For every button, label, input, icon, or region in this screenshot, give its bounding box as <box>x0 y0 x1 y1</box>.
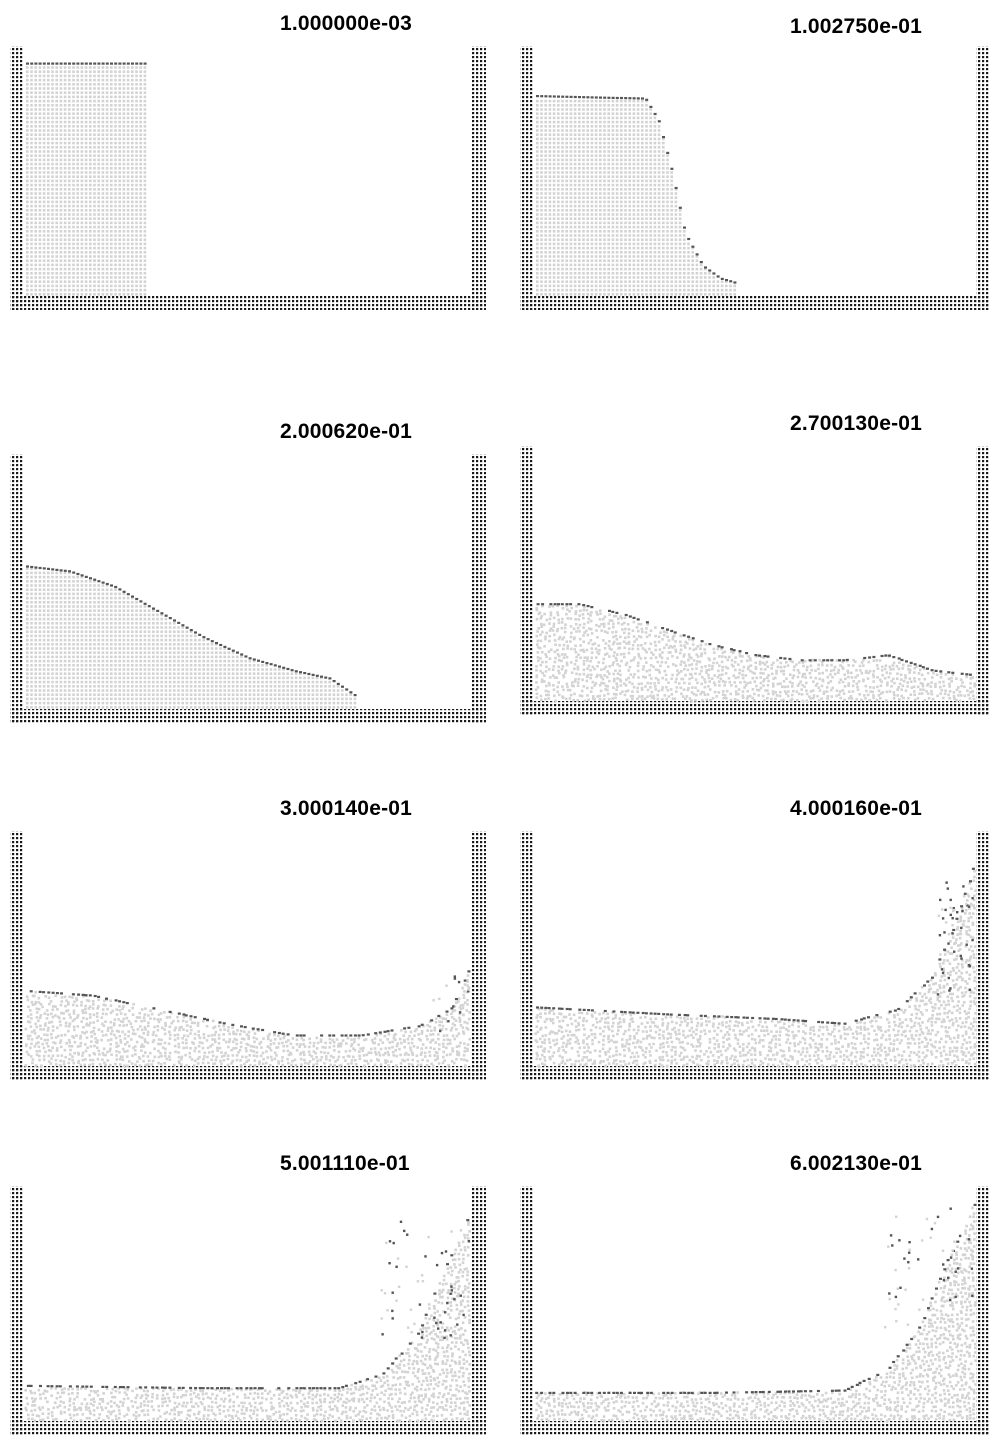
fluid-particles <box>534 869 977 1068</box>
frame-4-tank <box>520 446 990 715</box>
fluid-particles <box>26 567 357 709</box>
tank-floor <box>10 1066 486 1080</box>
tank-floor <box>10 296 486 310</box>
free-surface <box>29 970 471 1037</box>
right-wall <box>472 1186 486 1435</box>
right-wall <box>976 831 990 1080</box>
tank-floor <box>520 296 990 310</box>
left-wall <box>520 446 534 715</box>
tank-floor <box>10 1421 486 1435</box>
free-surface <box>536 95 737 284</box>
tank-floor <box>520 1066 990 1080</box>
free-surface <box>26 1219 470 1390</box>
fluid-particles <box>26 66 147 296</box>
free-surface <box>26 62 147 65</box>
frame-5-tank <box>10 831 486 1080</box>
fluid-particles <box>536 99 736 296</box>
right-wall <box>472 454 486 723</box>
frame-1-title: 1.000000e-03 <box>280 12 413 35</box>
tank-floor <box>10 709 486 723</box>
frame-2-title: 1.002750e-01 <box>790 15 923 38</box>
right-wall <box>472 46 486 310</box>
right-wall <box>976 1186 990 1435</box>
frame-5-title: 3.000140e-01 <box>280 797 413 820</box>
left-wall <box>520 46 534 310</box>
free-surface <box>535 1203 977 1394</box>
frame-7-tank <box>10 1186 486 1435</box>
frame-2-tank <box>520 46 990 310</box>
fluid-particles <box>535 1206 977 1423</box>
right-wall <box>976 446 990 715</box>
right-wall <box>976 46 990 310</box>
left-wall <box>520 831 534 1080</box>
frame-7-title: 5.001110e-01 <box>280 1152 410 1175</box>
frame-6-tank <box>520 831 990 1080</box>
free-surface <box>536 867 975 1025</box>
frame-4-title: 2.700130e-01 <box>790 412 923 435</box>
right-wall <box>472 831 486 1080</box>
fluid-particles <box>534 604 976 703</box>
frame-6-title: 4.000160e-01 <box>790 797 923 820</box>
left-wall <box>10 454 24 723</box>
fluid-particles <box>24 1221 472 1423</box>
frame-8-title: 6.002130e-01 <box>790 1152 923 1175</box>
left-wall <box>10 831 24 1080</box>
free-surface <box>26 565 357 697</box>
tank-floor <box>520 701 990 715</box>
left-wall <box>520 1186 534 1435</box>
free-surface <box>536 603 972 676</box>
frame-8-tank <box>520 1186 990 1435</box>
left-wall <box>10 1186 24 1435</box>
fluid-particles <box>24 974 471 1068</box>
tank-floor <box>520 1421 990 1435</box>
frame-3-tank <box>10 454 486 723</box>
frame-1-tank <box>10 46 486 310</box>
left-wall <box>10 46 24 310</box>
frame-3-title: 2.000620e-01 <box>280 420 413 443</box>
